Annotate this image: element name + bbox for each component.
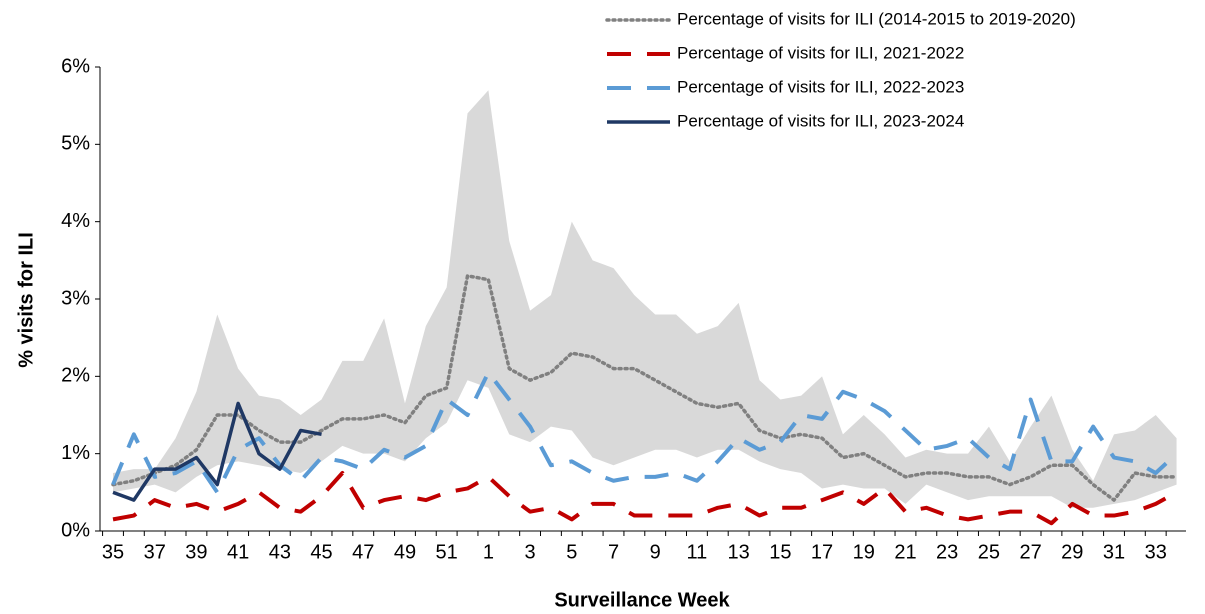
x-tick-label: 51 [436, 541, 458, 563]
x-tick-label: 17 [811, 541, 833, 563]
y-tick-label: 3% [61, 287, 90, 309]
x-tick-label: 29 [1061, 541, 1083, 563]
y-tick-label: 2% [61, 365, 90, 387]
x-tick-label: 39 [185, 541, 207, 563]
x-tick-label: 11 [687, 541, 708, 563]
series-line [112, 401, 322, 502]
series-line [111, 370, 1178, 495]
x-tick-label: 47 [352, 541, 374, 563]
legend-label: Percentage of visits for ILI, 2023-2024 [677, 111, 964, 130]
legend-label: Percentage of visits for ILI, 2022-2023 [677, 77, 964, 96]
x-tick-label: 41 [227, 541, 249, 563]
x-tick-label: 5 [566, 541, 577, 563]
x-tick-label: 23 [936, 541, 958, 563]
x-tick-label: 15 [769, 541, 791, 563]
x-tick-label: 1 [483, 541, 494, 563]
series-line [111, 274, 1179, 502]
y-tick-label: 4% [61, 210, 90, 232]
x-tick-label: 19 [853, 541, 875, 563]
y-tick-label: 1% [61, 442, 90, 464]
x-tick-label: 3 [525, 541, 536, 563]
x-tick-label: 45 [310, 541, 332, 563]
range-band [113, 90, 1177, 508]
legend-label: Percentage of visits for ILI, 2021-2022 [677, 43, 964, 62]
y-tick-label: 0% [61, 519, 90, 541]
x-tick-label: 9 [650, 541, 661, 563]
x-tick-label: 49 [394, 541, 416, 563]
x-tick-label: 31 [1103, 541, 1125, 563]
y-tick-label: 6% [61, 55, 90, 77]
series-line [112, 471, 1178, 526]
x-axis-title: Surveillance Week [554, 589, 730, 611]
x-tick-label: 7 [608, 541, 619, 563]
x-tick-label: 25 [978, 541, 1000, 563]
x-tick-label: 37 [144, 541, 166, 563]
x-tick-label: 27 [1019, 541, 1041, 563]
y-axis-title: % visits for ILI [15, 232, 37, 368]
x-tick-label: 33 [1145, 541, 1167, 563]
legend-label: Percentage of visits for ILI (2014-2015 … [677, 9, 1076, 28]
x-tick-label: 35 [102, 541, 124, 563]
y-tick-label: 5% [61, 133, 90, 155]
x-tick-label: 13 [728, 541, 750, 563]
x-tick-label: 21 [894, 541, 916, 563]
x-tick-label: 43 [269, 541, 291, 563]
